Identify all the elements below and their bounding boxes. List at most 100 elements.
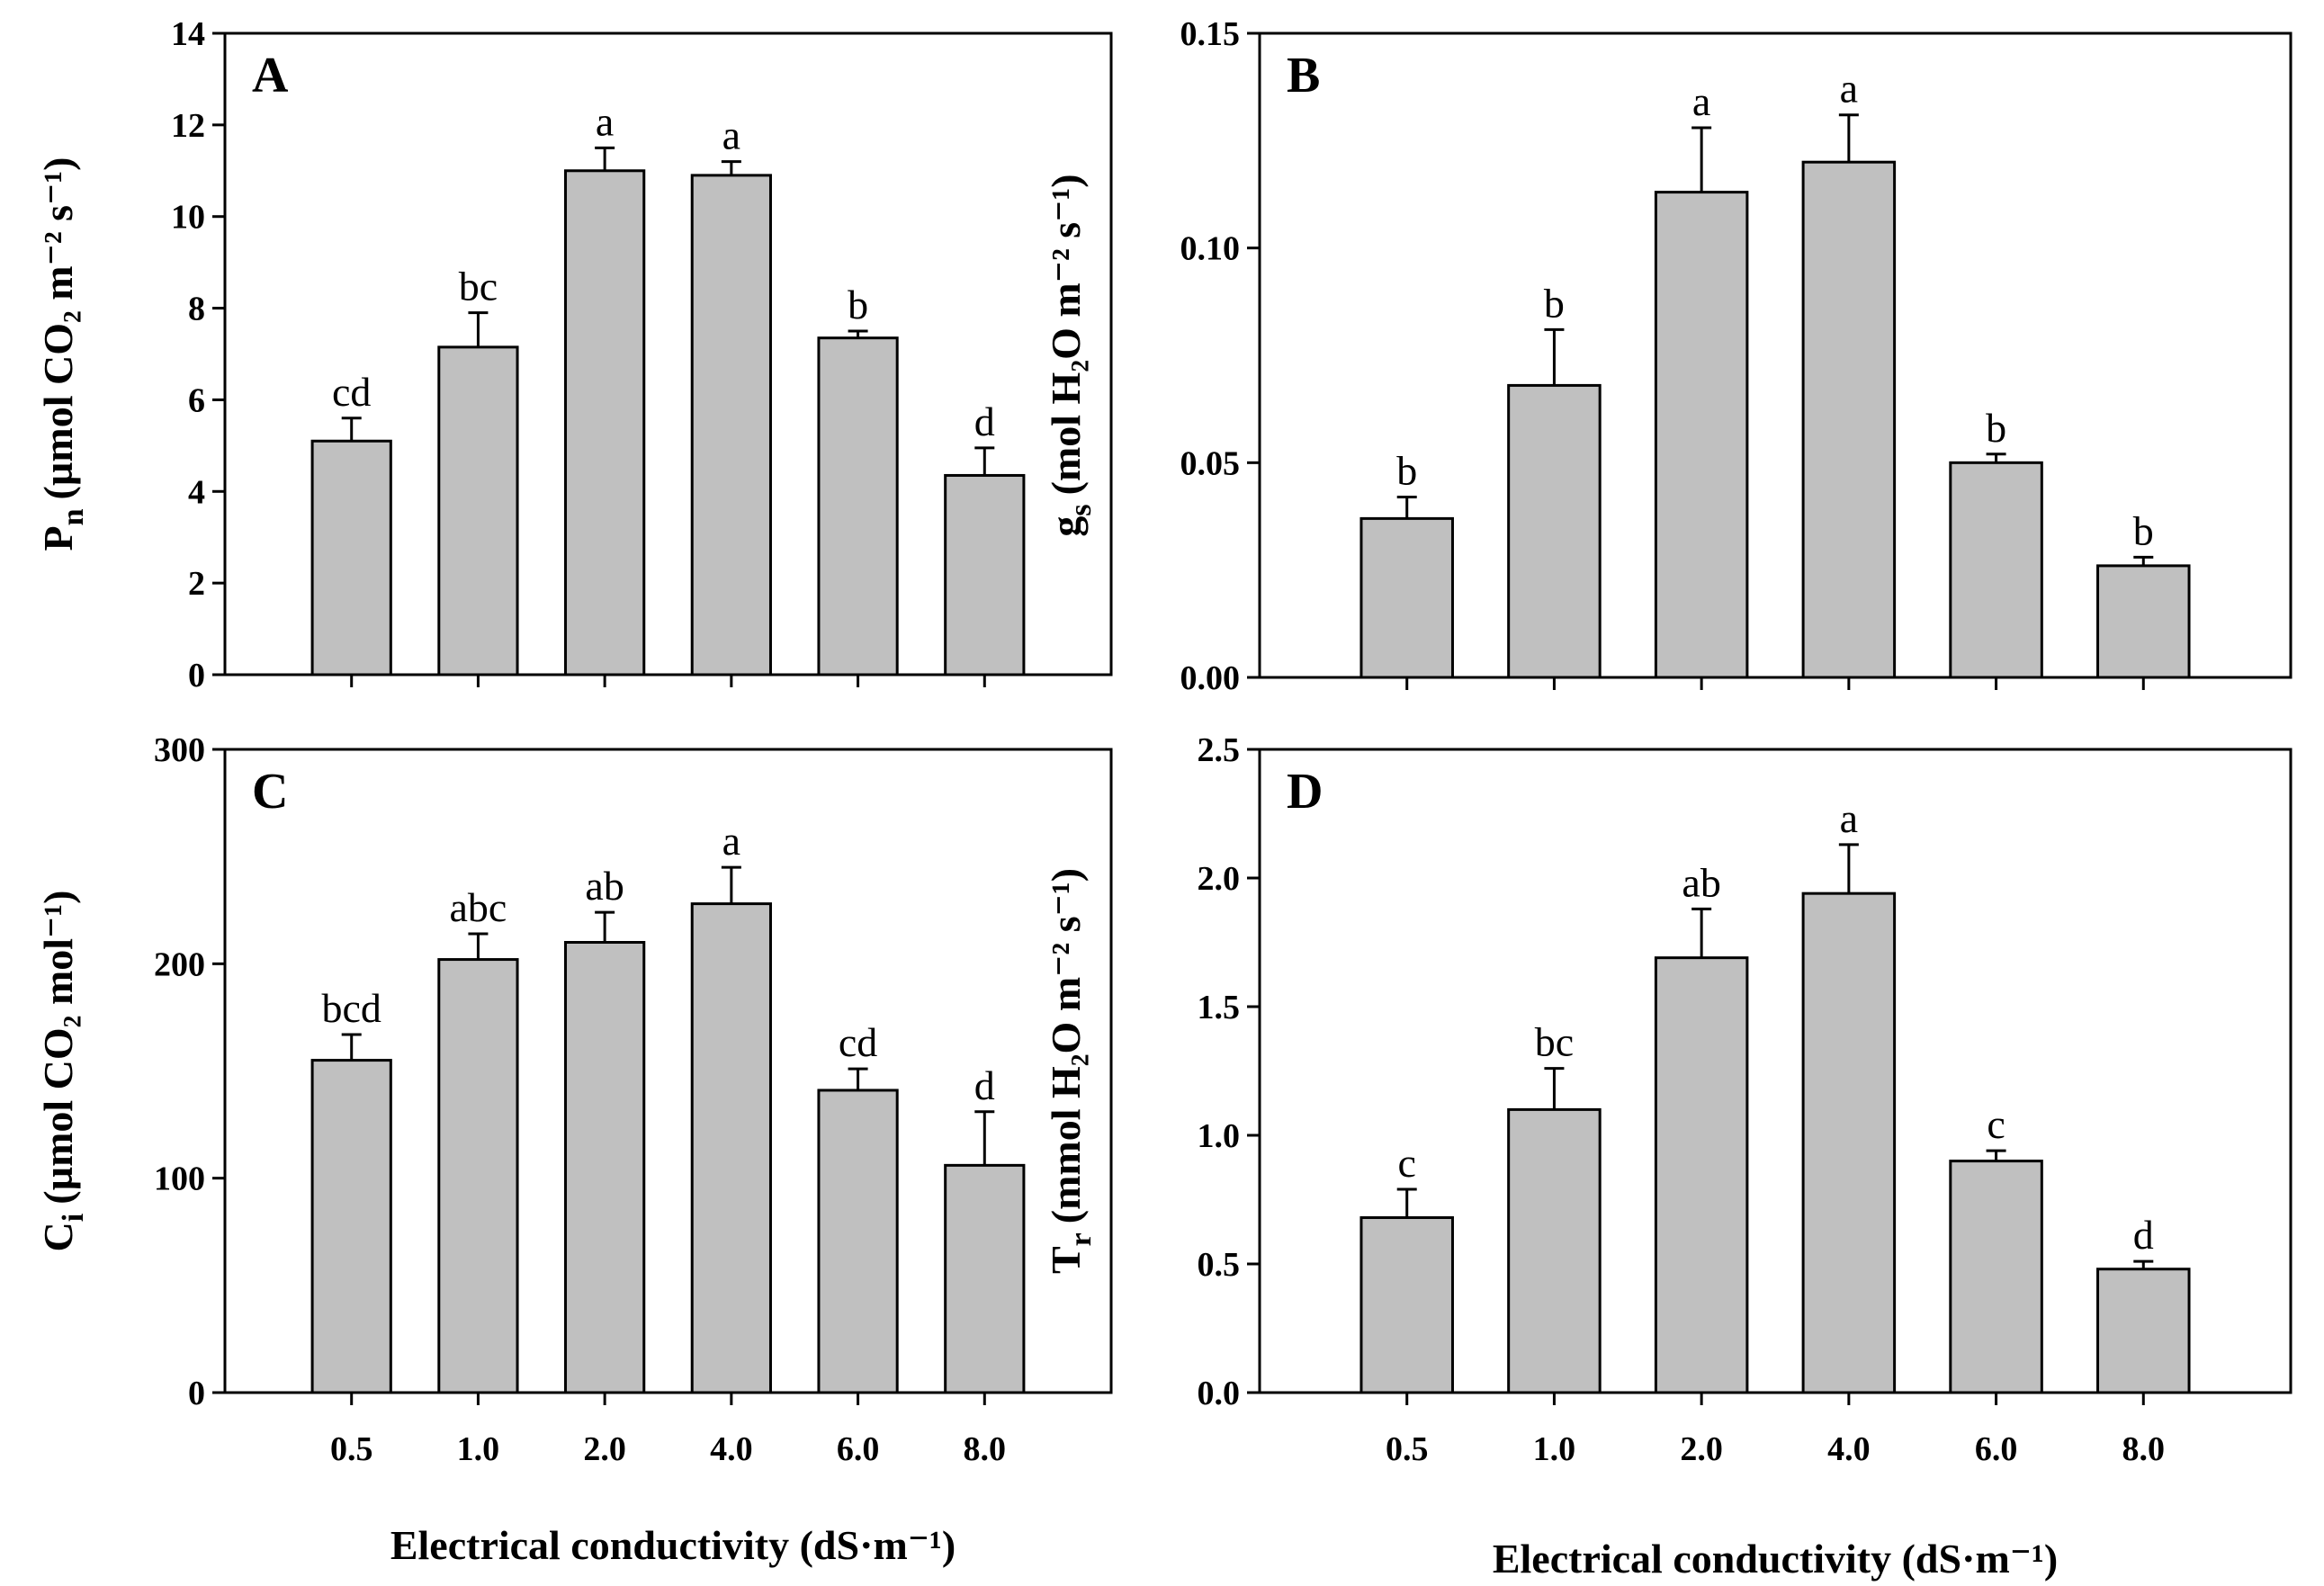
- y-axis-units: (mol H₂O m⁻² s⁻¹): [1043, 174, 1089, 495]
- y-tick-label: 0.0: [1198, 1375, 1241, 1412]
- y-tick-label: 10: [171, 199, 205, 237]
- plot-frame: [223, 748, 1113, 1394]
- y-axis-title: Pn (µmol CO₂ m⁻² s⁻¹): [35, 157, 90, 551]
- y-tick-label: 4: [188, 473, 205, 511]
- bar: [437, 345, 519, 677]
- x-tick-label: 6.0: [1975, 1430, 2018, 1468]
- plot-frame: [223, 31, 1113, 677]
- y-axis-units: (µmol CO₂ mol⁻¹): [35, 891, 81, 1205]
- y-tick-label: 6: [188, 381, 205, 419]
- plot-frame: [1258, 748, 2293, 1394]
- y-tick-label: 8: [188, 291, 205, 328]
- significance-letter: abc: [450, 884, 507, 930]
- y-tick-label: 0: [188, 657, 205, 694]
- panel-label: B: [1287, 48, 1320, 103]
- y-tick-label: 0.15: [1180, 15, 1241, 53]
- y-axis-subscript: n: [57, 508, 90, 525]
- bar: [564, 941, 646, 1394]
- x-tick-label: 0.5: [1386, 1430, 1429, 1468]
- bar: [1654, 191, 1749, 679]
- y-axis-subscript: s: [1064, 504, 1098, 515]
- bar: [1507, 1107, 1602, 1394]
- y-tick-label: 0: [188, 1375, 205, 1412]
- y-axis-title: Tr (mmol H₂O m⁻² s⁻¹): [1043, 868, 1098, 1274]
- significance-letter: b: [1396, 448, 1417, 494]
- x-tick-label: 8.0: [2122, 1430, 2166, 1468]
- significance-letter: bcd: [322, 985, 381, 1031]
- y-tick-label: 0.00: [1180, 659, 1241, 697]
- significance-letter: ab: [585, 863, 624, 909]
- significance-letter: a: [1692, 78, 1710, 124]
- significance-letter: bc: [459, 264, 498, 309]
- significance-letter: b: [1986, 405, 2006, 451]
- significance-letter: a: [1840, 795, 1858, 841]
- chart-panel-c: 0 100 200 300 bcd 0.5 abc 1.0 ab 2.0 a 4.0 cd 6.0 d 8.0…: [35, 731, 1113, 1568]
- y-axis-subscript: i: [57, 1214, 90, 1222]
- y-axis-units: (µmol CO₂ m⁻² s⁻¹): [35, 157, 81, 500]
- y-axis-symbol: C: [35, 1222, 81, 1251]
- x-tick-label: 1.0: [1533, 1430, 1576, 1468]
- y-tick-label: 2.0: [1198, 860, 1241, 898]
- significance-letter: bc: [1535, 1019, 1574, 1065]
- significance-letter: a: [596, 98, 614, 144]
- bar: [1507, 383, 1602, 679]
- bar: [2096, 564, 2191, 679]
- bar: [1359, 516, 1454, 679]
- x-tick-label: 4.0: [1827, 1430, 1871, 1468]
- plot-frame: [1258, 31, 2293, 679]
- panel-label: D: [1287, 764, 1323, 820]
- y-tick-label: 0.5: [1198, 1246, 1241, 1284]
- bar: [1801, 160, 1897, 679]
- x-tick-label: 2.0: [583, 1430, 626, 1468]
- bar: [437, 958, 519, 1394]
- bar: [1801, 892, 1897, 1394]
- x-tick-label: 2.0: [1680, 1430, 1723, 1468]
- bar: [944, 473, 1026, 677]
- significance-letter: b: [2133, 507, 2154, 553]
- bar: [1949, 461, 2043, 679]
- x-tick-label: 1.0: [457, 1430, 500, 1468]
- bar: [564, 169, 646, 677]
- y-axis-symbol: T: [1043, 1246, 1089, 1274]
- y-axis-subscript: r: [1064, 1232, 1098, 1246]
- significance-letter: a: [722, 112, 740, 158]
- bar: [817, 1089, 899, 1394]
- x-axis-title: Electrical conductivity (dS·m⁻¹): [390, 1522, 956, 1568]
- panel-label: C: [252, 764, 288, 820]
- significance-letter: d: [974, 1062, 995, 1108]
- x-tick-label: 0.5: [330, 1430, 373, 1468]
- bar: [817, 336, 899, 677]
- y-axis-title: gs (mol H₂O m⁻² s⁻¹): [1043, 174, 1098, 536]
- y-tick-label: 0.05: [1180, 444, 1241, 482]
- x-tick-label: 6.0: [837, 1430, 880, 1468]
- y-tick-label: 1.0: [1198, 1117, 1241, 1155]
- significance-letter: cd: [332, 369, 371, 415]
- chart-panel-d: 0.0 0.5 1.0 1.5 2.0 2.5 c 0.5 bc 1.0 ab 2.0 a 4.0 c 6.0…: [1043, 731, 2293, 1582]
- bar: [690, 902, 772, 1394]
- bar: [1359, 1216, 1454, 1394]
- bar: [1949, 1160, 2043, 1394]
- significance-letter: c: [1987, 1101, 2005, 1147]
- significance-letter: ab: [1682, 859, 1720, 905]
- y-tick-label: 14: [171, 15, 205, 53]
- y-tick-label: 300: [154, 731, 205, 769]
- bar: [944, 1163, 1026, 1394]
- y-axis-title: Ci (µmol CO₂ mol⁻¹): [35, 891, 90, 1252]
- y-tick-label: 0.10: [1180, 230, 1241, 268]
- y-axis-units: (mmol H₂O m⁻² s⁻¹): [1043, 868, 1089, 1223]
- y-tick-label: 100: [154, 1160, 205, 1198]
- bar: [310, 439, 392, 677]
- x-tick-label: 8.0: [964, 1430, 1007, 1468]
- y-tick-label: 1.5: [1198, 989, 1241, 1026]
- x-axis-title: Electrical conductivity (dS·m⁻¹): [1493, 1536, 2058, 1582]
- panel-label: A: [252, 48, 289, 103]
- significance-letter: cd: [839, 1019, 877, 1065]
- y-axis-symbol: g: [1043, 516, 1089, 537]
- y-tick-label: 12: [171, 107, 205, 145]
- y-tick-label: 2: [188, 565, 205, 603]
- x-tick-label: 4.0: [710, 1430, 753, 1468]
- y-tick-label: 2.5: [1198, 731, 1241, 769]
- significance-letter: d: [974, 399, 995, 444]
- significance-letter: a: [722, 818, 740, 864]
- significance-letter: a: [1840, 66, 1858, 112]
